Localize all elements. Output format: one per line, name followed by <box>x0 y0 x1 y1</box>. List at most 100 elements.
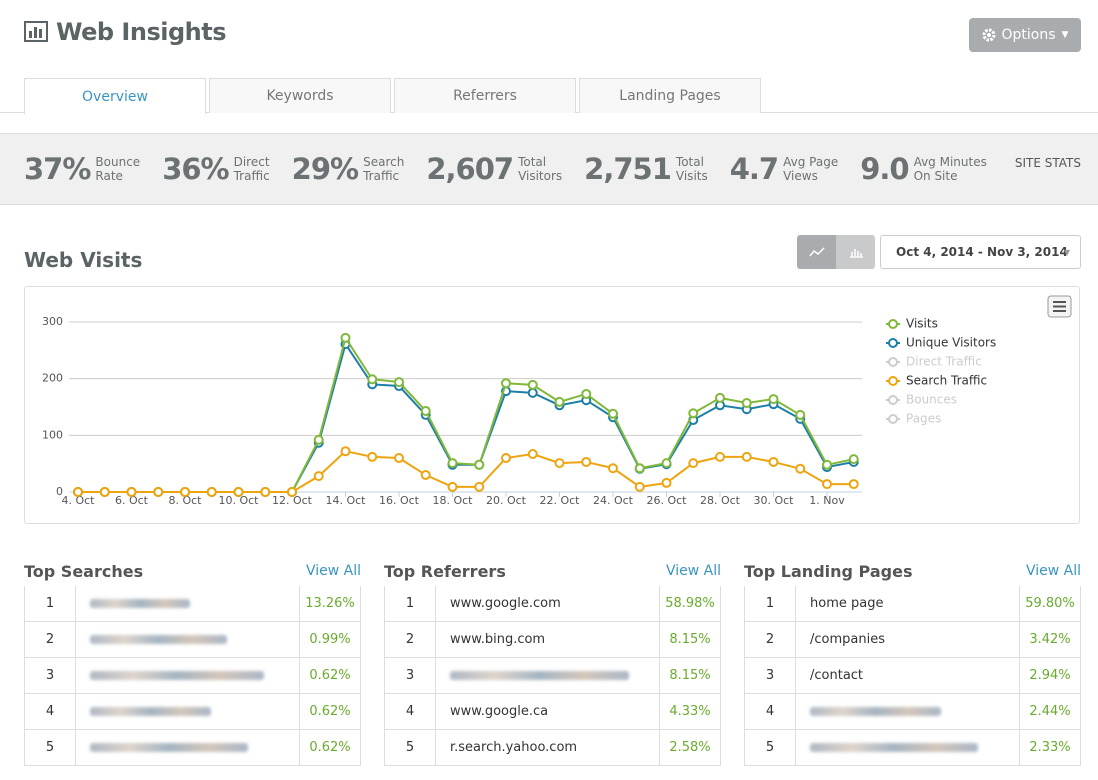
blurred-text <box>90 599 190 608</box>
tab[interactable]: Landing Pages <box>579 78 761 113</box>
x-tick-label: 8. Oct <box>168 494 202 507</box>
legend-item[interactable]: Search Traffic <box>886 374 987 388</box>
options-button[interactable]: Options ▼ <box>969 18 1081 52</box>
point <box>527 449 538 460</box>
row-label: /contact <box>796 658 1020 693</box>
stat: 4.7 Avg Page Views <box>730 152 838 186</box>
y-tick-label: 100 <box>42 428 63 441</box>
point <box>688 458 699 469</box>
date-range-picker[interactable]: Oct 4, 2014 - Nov 3, 2014 ▼ <box>880 235 1081 269</box>
point <box>795 463 806 474</box>
line-view-toggle[interactable] <box>797 235 836 269</box>
series-line <box>78 335 854 493</box>
stat-label: Total Visitors <box>518 155 562 183</box>
table-title: Top Landing Pages <box>744 561 913 581</box>
y-tick-label: 0 <box>56 485 63 498</box>
table-row: 1 13.26% <box>24 586 361 622</box>
stat-label-line: Avg Page <box>783 155 839 169</box>
stat-label-line: On Site <box>913 169 958 183</box>
tab[interactable]: Overview <box>24 78 206 114</box>
percent: 2.33% <box>1029 740 1071 755</box>
row-label <box>796 730 1020 765</box>
x-tick-label: 24. Oct <box>593 494 634 507</box>
view-all-link[interactable]: View All <box>665 563 721 579</box>
stat: 29% Search Traffic <box>292 152 405 186</box>
row-label <box>76 586 300 621</box>
table-row: 1 home page 59.80% <box>744 586 1081 622</box>
stat: 2,607 Total Visitors <box>426 152 562 186</box>
stat-label-line: Traffic <box>233 169 270 183</box>
section-title: Web Visits <box>24 248 143 272</box>
legend-label: Pages <box>906 412 941 426</box>
row-label <box>76 730 300 765</box>
point <box>581 388 592 399</box>
table-panel: Top Landing Pages View All 1 home page 59.80… <box>744 560 1081 766</box>
legend-item[interactable]: Bounces <box>886 393 957 407</box>
stat-value: 37% <box>24 152 91 186</box>
point <box>527 387 538 398</box>
x-tick-label: 30. Oct <box>753 494 794 507</box>
gear-icon <box>982 28 996 42</box>
legend-item[interactable]: Visits <box>886 317 938 331</box>
legend-label: Search Traffic <box>906 374 987 388</box>
stat-value: 29% <box>291 152 359 186</box>
bar-view-toggle[interactable] <box>836 235 875 269</box>
point <box>715 451 725 462</box>
rank: 4 <box>385 694 436 729</box>
legend-label: Bounces <box>906 393 957 407</box>
percent: 2.44% <box>1029 704 1071 719</box>
x-tick-label: 22. Oct <box>539 494 580 507</box>
stat: 37% Bounce Rate <box>24 152 140 186</box>
blurred-text <box>90 635 227 644</box>
table-row: 5 0.62% <box>24 730 361 766</box>
legend-item[interactable]: Pages <box>886 412 941 426</box>
title-text: Web Insights <box>56 18 226 46</box>
stat-value: 2,751 <box>584 152 672 186</box>
series-line <box>78 450 854 493</box>
row-label: r.search.yahoo.com <box>436 730 660 765</box>
point <box>474 459 485 470</box>
point <box>313 434 324 445</box>
tab[interactable]: Keywords <box>209 78 391 113</box>
logo-icon <box>24 21 48 42</box>
row-label <box>76 694 300 729</box>
legend-marker <box>888 319 898 329</box>
percent: 58.98% <box>665 596 715 611</box>
table-panel: Top Searches View All 1 13.26% 2 0.99% 3 0.62% 4… <box>24 560 361 766</box>
point <box>822 459 832 470</box>
blurred-text <box>450 671 629 680</box>
chart-menu[interactable] <box>1047 295 1072 318</box>
point <box>99 487 110 497</box>
legend-marker <box>888 376 898 386</box>
point <box>527 379 538 390</box>
point <box>661 458 672 469</box>
legend-item[interactable]: Direct Traffic <box>886 355 982 369</box>
stat-label: Total Visits <box>676 155 708 183</box>
point <box>180 487 190 497</box>
bar-icon <box>849 249 863 258</box>
legend-item[interactable]: Unique Visitors <box>886 336 996 350</box>
percent: 2.94% <box>1029 668 1071 683</box>
percent: 2.58% <box>669 740 711 755</box>
tab[interactable]: Referrers <box>394 78 576 113</box>
view-all-link[interactable]: View All <box>1025 563 1081 579</box>
percent: 4.33% <box>669 704 711 719</box>
date-range: Oct 4, 2014 - Nov 3, 2014 <box>896 245 1068 259</box>
row-label: www.bing.com <box>436 622 660 657</box>
options-label: Options <box>1001 27 1056 43</box>
point <box>581 456 592 467</box>
legend-marker <box>888 414 898 424</box>
x-tick-label: 12. Oct <box>272 494 313 507</box>
rank: 5 <box>385 730 436 765</box>
point <box>501 378 511 389</box>
table-row: 5 r.search.yahoo.com 2.58% <box>384 730 721 766</box>
rank: 3 <box>745 658 796 693</box>
rank: 4 <box>745 694 796 729</box>
stat-value: 4.7 <box>729 152 779 186</box>
blurred-text <box>810 707 941 716</box>
percent: 59.80% <box>1025 596 1075 611</box>
view-all-link[interactable]: View All <box>305 563 361 579</box>
stat-label-line: Total <box>518 155 547 169</box>
point <box>474 481 485 492</box>
legend-marker <box>888 357 898 367</box>
